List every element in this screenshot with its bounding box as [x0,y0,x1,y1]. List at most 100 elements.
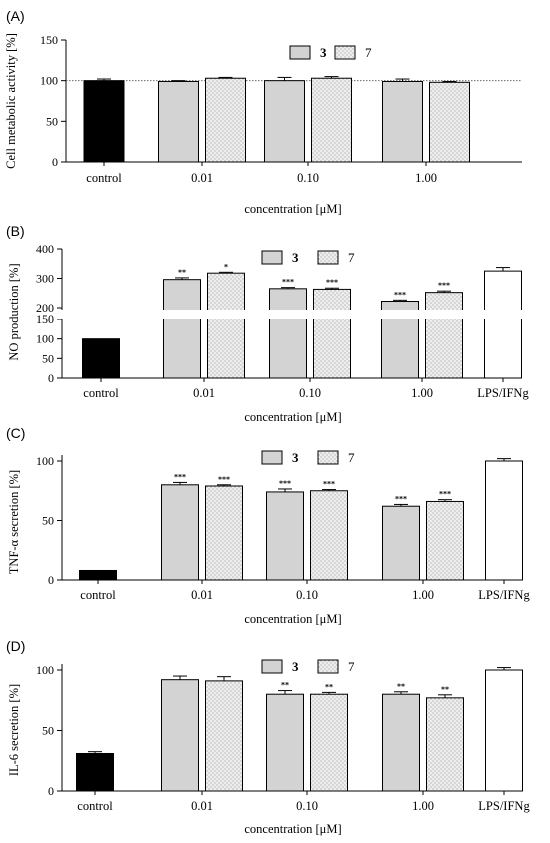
panel-c-legend-swatch-gray [261,450,283,465]
panel-c-significance-label: *** [279,479,291,488]
panel-b-xlabel: concentration [μM] [244,410,341,424]
panel-a-bar-gray [382,80,423,163]
panel-b-legend-swatch-dotted [317,250,339,265]
panel-b-axis-break [56,310,522,319]
panel-a-legend-swatch-dotted [334,45,356,60]
panel-d-significance-label: ** [441,685,449,694]
panel-d-y-tick-label: 100 [36,663,54,677]
panel-d-letter: (D) [6,638,25,654]
panel-b-significance-label: * [224,262,228,271]
panel-a-ylabel: Cell metabolic activity [%] [4,33,18,169]
panel-c-significance-label: *** [395,494,407,503]
panel-b-category-label: LPS/IFNg [477,386,529,400]
panel-c-y-tick-label: 50 [42,514,54,528]
panel-b-significance-label: *** [394,290,406,299]
panel-a-category-label: 0.01 [191,171,213,185]
panel-b-legend-swatch-gray [261,250,283,265]
panel-b-bar-white [484,270,522,379]
panel-d-legend-swatch-gray [261,659,283,674]
panel-c-bar-black [79,569,117,581]
panel-c-y-tick-label: 0 [48,573,54,587]
panel-c-xlabel: concentration [μM] [244,612,341,626]
panel-b-category-label: 0.01 [193,386,215,400]
panel-b-y-tick-label: 200 [36,301,54,315]
panel-b-significance-label: *** [438,281,450,290]
panel-b-significance-label: *** [282,278,294,287]
panel-a-bar-gray [264,80,305,163]
panel-b-bar-dotted [207,272,245,379]
panel-c-category-label: LPS/IFNg [478,588,530,602]
panel-c-legend-label: 3 [292,450,299,465]
panel-c-bar-dotted [426,500,464,581]
panel-d-y-tick-label: 0 [48,784,54,798]
panel-d-plot: 0 50 100 control 0.01 0.10 1.00 LPS/IFNg ** ** ** *… [36,659,530,813]
panel-c: (C) TNF-α secretion [%] concentration [μ… [6,425,530,626]
panel-b-bar-dotted [425,292,463,379]
panel-a-bar-black [83,80,125,163]
panel-a-bar-dotted [429,81,470,163]
panel-a-category-label: control [86,171,122,185]
panel-c-legend-swatch-dotted [317,450,339,465]
panel-b-bar-gray [163,279,201,379]
panel-a-y-tick-label: 100 [40,74,58,88]
panel-d-xlabel: concentration [μM] [244,822,341,836]
panel-a-y-tick-label: 50 [46,114,58,128]
panel-b-y-tick-label: 300 [36,272,54,286]
panel-d-bar-gray [382,693,420,792]
panel-b-significance-label: *** [326,278,338,287]
panel-d-ylabel: IL-6 secretion [%] [7,684,21,776]
panel-b-category-label: control [83,386,119,400]
panel-d-legend-label: 3 [292,659,299,674]
panel-b-y-tick-label: 50 [42,351,54,365]
panel-d-bar-black [76,752,114,792]
panel-d-legend-label: 7 [348,659,355,674]
panel-c-plot: 0 50 100 control 0.01 0.10 1.00 LPS/IFNg *** *** *… [36,450,530,602]
panel-c-significance-label: *** [174,472,186,481]
panel-c-category-label: control [80,588,116,602]
panel-a-xlabel: concentration [μM] [244,202,341,216]
panel-c-bar-dotted [310,490,348,581]
panel-b-bar-dotted [313,288,351,379]
panel-c-legend-label: 7 [348,450,355,465]
panel-d-bar-dotted [426,697,464,792]
panel-a-letter: (A) [6,8,25,24]
panel-b: (B) NO production [%] concentration [μM]… [6,223,529,424]
panel-d-category-label: 1.00 [412,799,434,813]
panel-c-bar-gray [266,491,304,581]
panel-c-y-tick-label: 100 [36,454,54,468]
panel-b-bar-black [82,338,120,379]
panel-b-significance-label: ** [178,268,186,277]
panel-a-legend-label: 3 [320,45,327,60]
panel-b-legend-label: 7 [348,250,355,265]
panel-d-category-label: LPS/IFNg [478,799,530,813]
panel-d-significance-label: ** [397,682,405,691]
panel-a-legend-label: 7 [365,45,372,60]
panel-b-y-tick-label: 400 [36,242,54,256]
panel-a-category-label: 0.10 [297,171,319,185]
panel-d-bar-dotted [310,693,348,792]
panel-d-significance-label: ** [325,682,333,691]
panel-b-bar-gray [269,288,307,379]
panel-b-letter: (B) [6,223,25,239]
panel-b-ylabel: NO production [%] [7,263,21,360]
panel-c-bar-white [485,460,523,581]
panel-c-category-label: 0.01 [191,588,213,602]
panel-a-bar-dotted [205,77,246,163]
panel-d-category-label: control [77,799,113,813]
panel-c-significance-label: *** [439,490,451,499]
panel-a-legend-swatch-gray [289,45,311,60]
panel-a: (A) Cell metabolic activity [%] concentr… [4,8,522,216]
panel-d: (D) IL-6 secretion [%] concentration [μM… [6,638,530,836]
panel-d-y-tick-label: 50 [42,724,54,738]
panel-c-significance-label: *** [323,480,335,489]
panel-c-category-label: 0.10 [296,588,318,602]
panel-c-letter: (C) [6,425,25,441]
panel-a-bar-gray [158,80,199,163]
panel-a-bar-dotted [311,77,352,163]
panel-d-bar-dotted [205,680,243,792]
panel-d-bar-gray [266,693,304,792]
panel-a-y-tick-label: 0 [52,155,58,169]
panel-b-legend-label: 3 [292,250,299,265]
panel-b-y-tick-label: 0 [48,371,54,385]
